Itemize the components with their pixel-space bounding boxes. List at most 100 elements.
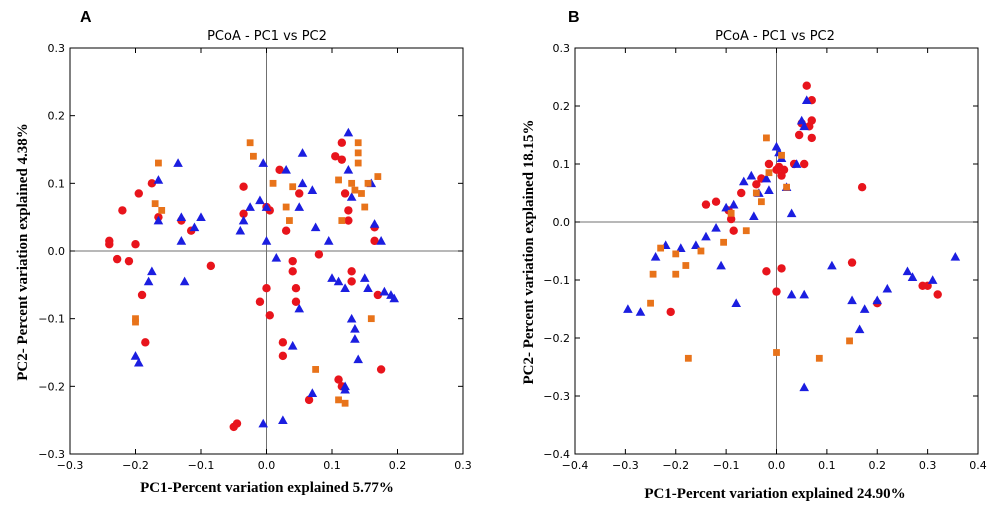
triangle-point-b [799,289,810,299]
triangle-point-a [153,175,164,184]
triangle-point-b [731,298,741,308]
triangle-point-b [799,121,810,131]
y-tick-label-a: 0.1 [48,177,66,190]
triangle-point-a [143,276,154,286]
triangle-point-b [907,272,918,281]
circle-point-a [347,277,356,286]
panel-label-a: A [80,9,92,26]
triangle-point-a [346,313,357,323]
square-point-b [778,151,785,159]
circle-point-b [794,130,804,140]
triangle-point-a [255,195,265,205]
triangle-point-a [176,236,187,245]
triangle-point-b [786,208,797,218]
circle-point-b [729,226,738,235]
y-tick-label-a: −0.2 [38,380,65,393]
square-point-a [341,399,349,407]
triangle-point-a [333,276,344,286]
circle-point-a [147,179,157,188]
circle-point-a [288,267,297,276]
circle-point-b [772,287,781,296]
triangle-point-a [133,357,144,367]
triangle-point-b [749,211,759,221]
circle-point-a [337,138,347,147]
triangle-point-a [245,202,255,211]
circle-point-a [105,240,114,249]
triangle-point-b [882,283,893,293]
square-point-b [846,337,853,345]
circle-point-a [118,206,127,215]
circle-point-b [701,200,711,209]
square-point-b [649,270,657,278]
square-point-b [657,244,665,252]
circle-point-b [847,258,857,267]
circle-point-a [288,256,297,266]
triangle-point-b [761,173,772,183]
square-point-a [246,139,254,147]
square-point-a [250,152,257,160]
triangle-point-a [369,219,380,228]
square-point-b [757,198,765,206]
triangle-point-b [635,307,646,316]
triangle-point-b [728,199,739,209]
triangle-point-a [307,185,318,194]
circle-point-a [376,365,386,374]
square-point-b [765,169,773,177]
panel-label-b: B [568,9,580,26]
y-tick-label-b: −0.4 [543,448,570,461]
square-point-a [354,139,362,147]
square-point-a [335,176,342,184]
square-point-a [354,159,362,167]
x-tick-label-b: −0.3 [612,459,639,472]
y-axis-label-b: PC2- Percent variation explained 18.15% [521,119,537,384]
square-point-a [132,318,139,326]
y-axis-label-a: PC2- Percent variation explained 4.38% [15,123,31,381]
triangle-point-b [721,202,731,212]
chart-title-a: PCoA - PC1 vs PC2 [207,29,327,44]
triangle-point-b [859,304,870,313]
triangle-point-a [340,384,350,394]
circle-point-a [331,152,340,161]
circle-point-b [666,307,675,317]
triangle-point-b [791,159,802,168]
panel-b: B PCoA - PC1 vs PC2 PC1-Percent variatio… [521,9,987,502]
triangle-point-a [173,158,183,167]
triangle-point-b [827,260,837,270]
triangle-point-b [711,223,721,232]
triangle-point-b [801,95,812,105]
triangle-point-a [359,273,370,282]
square-point-b [720,238,728,246]
circle-point-b [762,267,771,276]
y-tick-label-b: 0.1 [553,158,571,171]
y-tick-label-b: −0.3 [543,390,570,403]
triangle-point-a [310,222,321,232]
triangle-point-b [691,240,701,250]
triangle-point-a [343,127,354,137]
x-tick-label-b: 0.0 [768,459,786,472]
circle-point-a [370,236,379,246]
circle-point-a [206,261,216,271]
x-tick-label-b: 0.1 [818,459,836,472]
square-point-a [151,200,159,208]
circle-point-b [802,81,811,90]
triangle-point-a [297,148,308,157]
square-point-a [338,217,346,224]
triangle-point-a [353,354,363,364]
triangle-point-a [297,178,308,188]
x-axis-label-a: PC1-Percent variation explained 5.77% [140,480,394,496]
triangle-point-b [902,266,913,276]
circle-point-a [334,375,343,384]
circle-point-b [711,197,721,206]
triangle-point-a [261,236,272,245]
chart-title-b: PCoA - PC1 vs PC2 [715,29,835,44]
triangle-point-a [294,202,305,211]
circle-point-a [347,267,356,276]
triangle-point-b [701,231,711,241]
square-point-a [158,207,166,214]
circle-point-a [344,216,353,225]
circle-point-b [752,180,761,189]
triangle-point-a [261,202,272,211]
square-point-a [364,179,372,187]
circle-point-a [239,209,248,218]
